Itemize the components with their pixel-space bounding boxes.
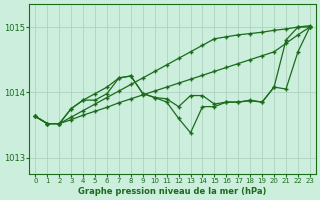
X-axis label: Graphe pression niveau de la mer (hPa): Graphe pression niveau de la mer (hPa) xyxy=(78,187,267,196)
